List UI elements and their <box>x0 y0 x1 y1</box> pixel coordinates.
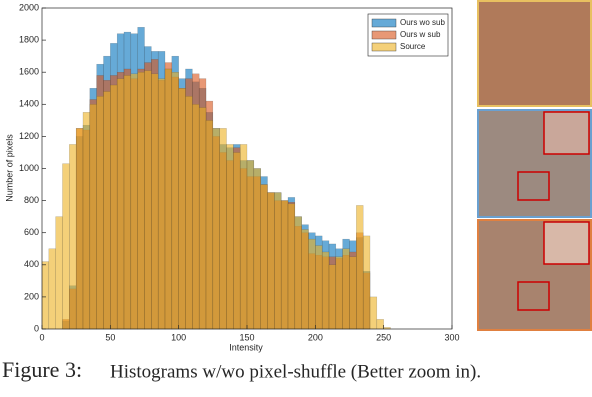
bar <box>123 75 132 330</box>
bar <box>171 71 179 330</box>
legend-swatch <box>371 42 397 52</box>
zoom-box <box>543 111 590 155</box>
bar <box>233 152 241 330</box>
bar <box>96 96 104 330</box>
y-tick-label: 1400 <box>19 99 39 109</box>
bar <box>376 319 384 330</box>
x-tick-label: 50 <box>105 332 115 342</box>
bar <box>301 229 309 330</box>
y-tick-label: 1800 <box>19 34 39 44</box>
bar <box>253 168 261 330</box>
bar <box>151 73 159 330</box>
y-tick-label: 600 <box>24 227 39 237</box>
y-tick-label: 400 <box>24 259 39 269</box>
legend-swatch <box>371 30 397 40</box>
y-tick-label: 1600 <box>19 67 39 77</box>
bar <box>212 128 220 330</box>
legend-label: Ours w sub <box>400 30 441 39</box>
bar <box>157 78 166 330</box>
x-tick-label: 100 <box>171 332 186 342</box>
legend-swatch <box>371 18 397 28</box>
crop-box <box>517 281 550 311</box>
bar <box>69 144 77 330</box>
y-tick-label: 1000 <box>19 163 39 173</box>
bar <box>116 78 125 330</box>
x-tick-label: 0 <box>39 332 44 342</box>
y-tick-label: 2000 <box>19 2 39 12</box>
bar <box>321 251 330 330</box>
x-tick-label: 300 <box>444 332 459 342</box>
bar <box>335 256 343 330</box>
bar <box>219 128 227 330</box>
x-tick-label: 200 <box>308 332 323 342</box>
bar <box>62 163 70 330</box>
caption-label: Figure 3: <box>2 357 82 382</box>
bar <box>356 205 364 330</box>
bar <box>315 245 323 330</box>
bar <box>192 104 200 330</box>
bar <box>178 88 186 330</box>
bar <box>328 264 337 330</box>
bar <box>287 203 296 330</box>
bar <box>75 128 84 330</box>
bar <box>144 70 152 330</box>
bar <box>267 192 275 330</box>
bar <box>89 104 97 330</box>
y-tick-label: 1200 <box>19 131 39 141</box>
bar <box>239 144 248 330</box>
bar <box>280 200 289 330</box>
x-tick-label: 150 <box>239 332 254 342</box>
bar <box>198 107 207 330</box>
face-source <box>477 0 592 107</box>
bar <box>274 192 282 330</box>
bar <box>226 144 234 330</box>
y-tick-label: 200 <box>24 291 39 301</box>
x-tick-label: 250 <box>376 332 391 342</box>
zoom-box <box>543 221 590 265</box>
bar <box>185 96 193 330</box>
bar <box>110 84 118 330</box>
y-tick-label: 0 <box>34 323 39 333</box>
y-tick-label: 800 <box>24 195 39 205</box>
bar <box>48 248 56 330</box>
bar <box>260 184 268 330</box>
bar <box>137 71 145 330</box>
bar <box>349 256 357 330</box>
bar <box>82 112 91 330</box>
bar <box>342 248 350 330</box>
bar <box>103 91 111 330</box>
bar <box>205 120 214 330</box>
bar <box>41 261 50 330</box>
legend-label: Ours wo sub <box>400 18 445 27</box>
bar <box>369 296 378 330</box>
y-axis-label: Number of pixels <box>4 134 14 202</box>
bar <box>55 216 63 330</box>
bar <box>130 73 138 330</box>
x-axis-label: Intensity <box>229 342 263 352</box>
caption-text: Histograms w/wo pixel-shuffle (Better zo… <box>110 361 481 382</box>
bar <box>308 238 316 330</box>
bar <box>294 216 302 330</box>
legend-label: Source <box>400 42 426 51</box>
bar <box>164 68 173 330</box>
crop-box <box>517 171 550 201</box>
face-panels <box>477 0 592 331</box>
bar <box>362 235 371 330</box>
bar <box>246 160 255 330</box>
